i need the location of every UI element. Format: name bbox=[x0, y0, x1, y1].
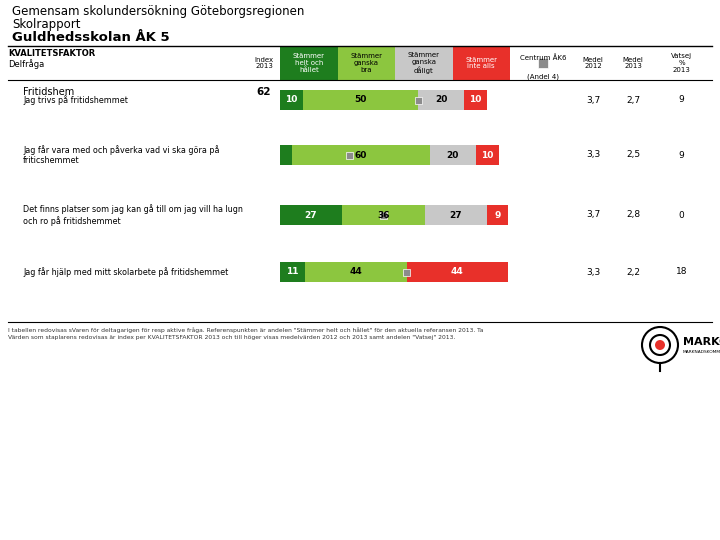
Bar bbox=[338, 46, 395, 80]
Bar bbox=[403, 268, 410, 275]
Text: Stämmer
ganska
dåligt: Stämmer ganska dåligt bbox=[408, 52, 440, 74]
Text: 20: 20 bbox=[435, 96, 447, 105]
Bar bbox=[292, 145, 430, 165]
Bar bbox=[280, 46, 338, 80]
Text: I tabellen redovisas sVaren för deltagarigen för resp aktive fråga. Referenspunk: I tabellen redovisas sVaren för deltagar… bbox=[8, 327, 483, 333]
Text: 10: 10 bbox=[481, 151, 493, 159]
Text: 62: 62 bbox=[257, 87, 271, 97]
Bar bbox=[395, 46, 452, 80]
Text: Det finns platser som jag kan gå till om jag vill ha lugn
och ro på fritidshemme: Det finns platser som jag kan gå till om… bbox=[23, 204, 243, 226]
Bar bbox=[487, 205, 508, 225]
Bar bbox=[346, 152, 353, 159]
Text: 9: 9 bbox=[494, 211, 500, 219]
Text: 20: 20 bbox=[446, 151, 459, 159]
Text: Stämmer
helt och
hållet: Stämmer helt och hållet bbox=[293, 52, 325, 73]
Text: 11: 11 bbox=[287, 267, 299, 276]
Text: 36: 36 bbox=[377, 211, 390, 219]
Text: KVALITETSFAKTOR: KVALITETSFAKTOR bbox=[8, 49, 95, 58]
Text: Stämmer
inte alls: Stämmer inte alls bbox=[465, 57, 498, 70]
Text: 10: 10 bbox=[469, 96, 482, 105]
Bar bbox=[452, 46, 510, 80]
Bar bbox=[464, 90, 487, 110]
Text: 0: 0 bbox=[679, 211, 685, 219]
Text: 27: 27 bbox=[305, 211, 318, 219]
Bar bbox=[280, 205, 342, 225]
Text: Jag får hjälp med mitt skolarbete på fritidshemmet: Jag får hjälp med mitt skolarbete på fri… bbox=[23, 267, 228, 277]
Text: Jag trivs på fritidshemmet: Jag trivs på fritidshemmet bbox=[23, 95, 128, 105]
Text: 2,2: 2,2 bbox=[626, 267, 640, 276]
Text: 18: 18 bbox=[676, 267, 688, 276]
Bar bbox=[538, 58, 548, 68]
Text: 2,5: 2,5 bbox=[626, 151, 640, 159]
Text: 2,8: 2,8 bbox=[626, 211, 640, 219]
Text: Jag får vara med och påverka vad vi ska göra på
friticshemmet: Jag får vara med och påverka vad vi ska … bbox=[23, 145, 220, 165]
Bar bbox=[342, 205, 425, 225]
Bar bbox=[380, 212, 387, 219]
Text: Gemensam skolundersökning Göteborgsregionen: Gemensam skolundersökning Göteborgsregio… bbox=[12, 5, 305, 18]
Text: Värden som staplarens redovisas är index per KVALITETSFAKTOR 2013 och till höger: Värden som staplarens redovisas är index… bbox=[8, 335, 455, 340]
Text: 44: 44 bbox=[349, 267, 362, 276]
Text: 60: 60 bbox=[354, 151, 366, 159]
Bar bbox=[280, 145, 292, 165]
Bar bbox=[418, 90, 464, 110]
Text: 3,7: 3,7 bbox=[586, 211, 600, 219]
Text: 44: 44 bbox=[451, 267, 464, 276]
Bar bbox=[303, 90, 418, 110]
Text: Vatsej
%
2013: Vatsej % 2013 bbox=[671, 53, 692, 73]
Bar bbox=[407, 262, 508, 282]
Bar bbox=[280, 262, 305, 282]
Bar bbox=[475, 145, 498, 165]
Text: Index
2013: Index 2013 bbox=[254, 57, 274, 70]
Text: MARKÖR: MARKÖR bbox=[683, 337, 720, 347]
Text: Fritidshem: Fritidshem bbox=[23, 87, 74, 97]
Text: Medel
2012: Medel 2012 bbox=[582, 57, 603, 70]
Text: Centrum ÅK6: Centrum ÅK6 bbox=[520, 54, 566, 60]
Text: 2,7: 2,7 bbox=[626, 96, 640, 105]
Text: 27: 27 bbox=[449, 211, 462, 219]
Bar bbox=[415, 97, 421, 104]
Text: Guldhedsskolan ÅK 5: Guldhedsskolan ÅK 5 bbox=[12, 31, 170, 44]
Circle shape bbox=[655, 340, 665, 350]
Text: (Andel 4): (Andel 4) bbox=[527, 74, 559, 80]
Text: Medel
2013: Medel 2013 bbox=[623, 57, 644, 70]
Text: MARKNADSKOMMUNIKATION: MARKNADSKOMMUNIKATION bbox=[683, 350, 720, 354]
Bar bbox=[425, 205, 487, 225]
Text: 9: 9 bbox=[679, 96, 685, 105]
Text: 9: 9 bbox=[679, 151, 685, 159]
Text: I tabellen redovisas sVaren för deltagarigen för resp aktive fråga. Referenspunk: I tabellen redovisas sVaren för deltagar… bbox=[0, 539, 1, 540]
Text: Skolrapport: Skolrapport bbox=[12, 18, 81, 31]
Bar bbox=[305, 262, 407, 282]
Text: 3,3: 3,3 bbox=[586, 267, 600, 276]
Text: 3,7: 3,7 bbox=[586, 96, 600, 105]
Text: 50: 50 bbox=[354, 96, 366, 105]
Bar bbox=[430, 145, 475, 165]
Text: Delfråga: Delfråga bbox=[8, 59, 44, 69]
Text: 3,3: 3,3 bbox=[586, 151, 600, 159]
Text: Stämmer
ganska
bra: Stämmer ganska bra bbox=[350, 53, 382, 73]
Bar bbox=[280, 90, 303, 110]
Text: 10: 10 bbox=[285, 96, 297, 105]
